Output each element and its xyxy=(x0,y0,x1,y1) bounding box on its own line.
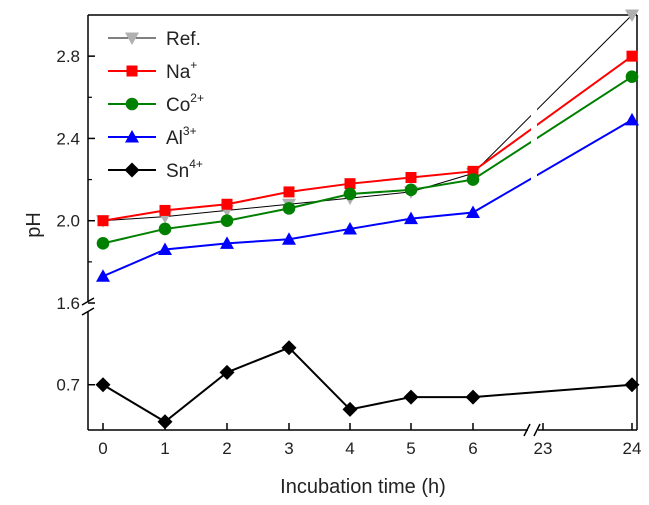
series-line xyxy=(102,75,633,245)
data-point xyxy=(404,211,418,225)
data-point xyxy=(220,236,234,249)
legend-label: Co2+ xyxy=(166,91,204,116)
data-point xyxy=(465,389,481,405)
y-tick-label: 2.0 xyxy=(56,212,80,231)
data-point xyxy=(626,50,638,62)
data-point xyxy=(220,214,234,228)
data-point xyxy=(219,364,235,380)
y-tick-label: 1.6 xyxy=(56,294,80,313)
data-point xyxy=(466,205,480,218)
y-tick-label: 0.7 xyxy=(56,376,80,395)
y-tick-label: 2.4 xyxy=(56,129,80,148)
x-tick-label: 1 xyxy=(160,439,169,458)
data-point xyxy=(466,173,480,186)
data-point xyxy=(625,9,639,22)
legend-sup: 3+ xyxy=(183,124,197,138)
legend-item: Na+ xyxy=(108,58,197,83)
data-point xyxy=(159,204,171,216)
series-sn xyxy=(95,340,640,430)
x-break-mark xyxy=(533,423,541,437)
data-point xyxy=(342,401,358,417)
legend-marker xyxy=(126,65,138,77)
y-tick-label: 2.8 xyxy=(56,47,80,66)
data-point xyxy=(283,186,295,198)
data-point xyxy=(403,389,419,405)
x-tick-label: 4 xyxy=(345,439,354,458)
x-tick-label: 3 xyxy=(284,439,293,458)
data-point xyxy=(281,340,297,356)
data-point xyxy=(95,377,111,393)
legend-item: Sn4+ xyxy=(108,157,203,182)
legend-label: Na+ xyxy=(166,58,197,83)
series-na xyxy=(97,50,638,227)
legend-item: Al3+ xyxy=(108,124,197,149)
legend-item: Co2+ xyxy=(108,91,204,116)
x-axis-title: Incubation time (h) xyxy=(280,476,446,498)
legend-item: Ref. xyxy=(108,29,201,50)
data-point xyxy=(157,414,173,430)
data-point xyxy=(405,172,417,184)
data-point xyxy=(158,242,172,256)
y-axis-title: pH xyxy=(23,212,45,238)
x-tick-label: 23 xyxy=(534,439,553,458)
series-layer xyxy=(95,9,640,430)
legend-marker xyxy=(125,130,139,143)
data-point xyxy=(282,202,296,215)
x-tick-label: 2 xyxy=(222,439,231,458)
x-tick-label: 0 xyxy=(98,439,107,458)
x-break-gap xyxy=(531,60,537,260)
x-tick-label: 24 xyxy=(623,439,642,458)
x-break-mark xyxy=(523,423,531,437)
y-break-mark xyxy=(81,297,95,306)
axes: 1.62.02.42.80.70 1 2 3 4 5 6 23 24 xyxy=(56,14,642,458)
legend-label: Sn4+ xyxy=(166,157,203,182)
data-point xyxy=(624,377,640,393)
data-point xyxy=(282,232,296,245)
x-break-gap xyxy=(530,395,538,405)
data-point xyxy=(625,112,639,126)
data-point xyxy=(221,198,233,210)
legend-label: Al3+ xyxy=(166,124,197,149)
data-point xyxy=(158,222,172,236)
series-line xyxy=(102,55,633,222)
data-point xyxy=(96,269,110,282)
series-line xyxy=(102,119,633,278)
legend-sup: + xyxy=(190,58,197,72)
legend: Ref. Na+ Co2+ Al3+ Sn4+ xyxy=(108,29,204,182)
data-point xyxy=(404,183,418,197)
series-co xyxy=(96,70,639,250)
data-point xyxy=(96,237,110,250)
x-tick-label: 6 xyxy=(468,439,477,458)
x-tick-label: 5 xyxy=(406,439,415,458)
y-break-mark xyxy=(81,307,95,316)
legend-marker xyxy=(125,97,139,111)
legend-sup: 2+ xyxy=(190,91,204,105)
data-point xyxy=(343,221,357,235)
series-line xyxy=(102,346,633,423)
legend-sup: 4+ xyxy=(189,157,203,171)
data-point xyxy=(343,187,357,201)
data-point xyxy=(344,178,356,190)
data-point xyxy=(97,215,109,227)
data-point xyxy=(467,165,479,177)
legend-marker xyxy=(125,32,139,45)
legend-label: Ref. xyxy=(166,29,201,50)
data-point xyxy=(625,70,639,84)
legend-marker xyxy=(124,162,140,178)
series-al xyxy=(96,112,639,282)
